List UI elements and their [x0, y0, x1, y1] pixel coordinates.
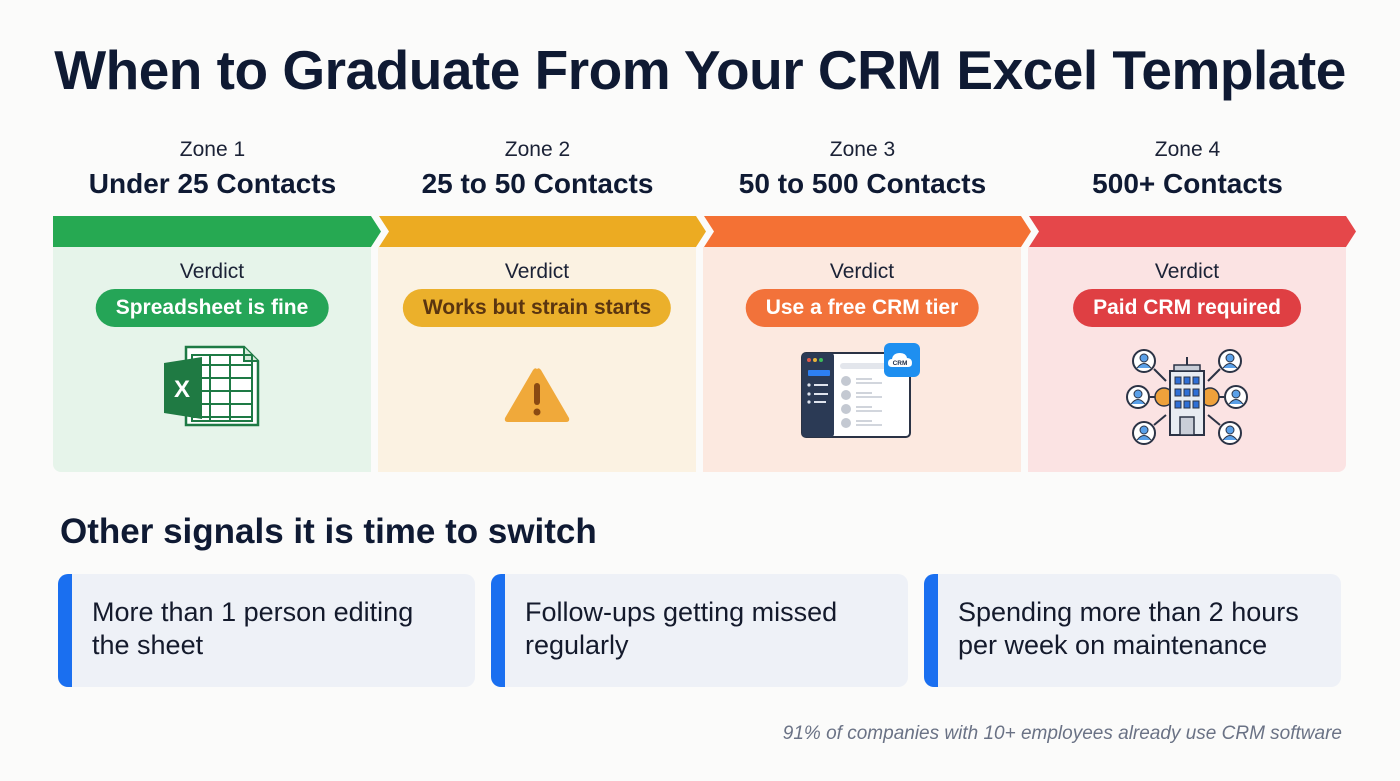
page-title: When to Graduate From Your CRM Excel Tem…: [54, 39, 1346, 101]
zone-range: 50 to 500 Contacts: [738, 168, 987, 199]
svg-text:X: X: [174, 376, 190, 403]
zone-2-header: Zone 2 25 to 50 Contacts: [375, 138, 700, 200]
zone-1-header: Zone 1 Under 25 Contacts: [50, 138, 375, 200]
verdict-badge: Works but strain starts: [402, 289, 672, 327]
footnote: 91% of companies with 10+ employees alre…: [782, 723, 1342, 744]
zone-4-panel: Verdict Paid CRM required: [1028, 247, 1346, 472]
enterprise-network-icon: [1126, 349, 1248, 445]
zone-range: 500+ Contacts: [1092, 168, 1283, 199]
zone-2-panel: Verdict Works but strain starts: [378, 247, 696, 472]
zone-3-header: Zone 3 50 to 500 Contacts: [700, 138, 1025, 200]
zone-4-header: Zone 4 500+ Contacts: [1025, 138, 1350, 200]
verdict-label: Verdict: [829, 260, 895, 283]
verdict-badge: Spreadsheet is fine: [95, 289, 329, 327]
zone-1-panel: Verdict Spreadsheet is fine X: [53, 247, 371, 472]
svg-text:CRM: CRM: [893, 360, 908, 367]
zone-label: Zone 1: [179, 138, 246, 161]
verdict-badge: Use a free CRM tier: [745, 289, 979, 327]
signal-card: More than 1 person editing the sheet: [58, 574, 475, 687]
crm-app-icon: CRM: [801, 343, 920, 438]
spreadsheet-icon: X: [164, 345, 260, 427]
verdict-badge: Paid CRM required: [1073, 289, 1301, 327]
zone-4-arrow: [1029, 216, 1356, 247]
zone-3-arrow: [704, 216, 1031, 247]
verdict-label: Verdict: [1154, 260, 1220, 283]
signal-card: Follow-ups getting missed regularly: [491, 574, 908, 687]
verdict-label: Verdict: [179, 260, 245, 283]
zone-label: Zone 4: [1154, 138, 1221, 161]
zone-label: Zone 2: [504, 138, 571, 161]
zone-label: Zone 3: [829, 138, 896, 161]
zone-range: 25 to 50 Contacts: [421, 168, 654, 199]
zone-2-arrow: [379, 216, 706, 247]
zone-1-arrow: [53, 216, 381, 247]
warning-icon: [504, 368, 570, 422]
zone-range: Under 25 Contacts: [88, 168, 337, 199]
verdict-label: Verdict: [504, 260, 570, 283]
signal-card: Spending more than 2 hours per week on m…: [924, 574, 1341, 687]
signals-heading: Other signals it is time to switch: [60, 512, 597, 551]
zone-progress-arrows: [53, 216, 1356, 247]
zone-3-panel: Verdict Use a free CRM tier CRM: [703, 247, 1021, 472]
